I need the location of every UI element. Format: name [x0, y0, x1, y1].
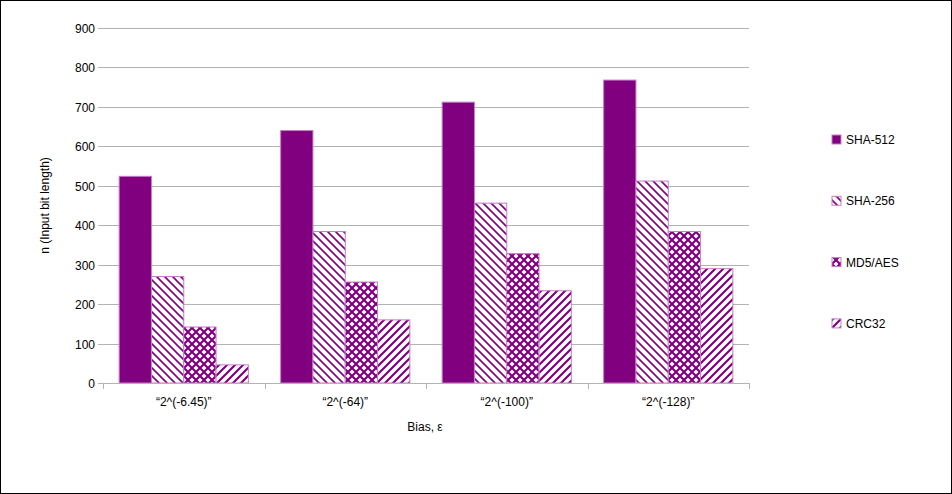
- bar: [119, 176, 151, 383]
- y-tick: [98, 304, 103, 305]
- bar: [281, 131, 313, 383]
- legend-label: SHA-256: [846, 194, 895, 208]
- x-tick: [103, 383, 104, 389]
- x-axis-title: Bias, ε: [407, 420, 443, 434]
- bar: [668, 232, 700, 383]
- legend-swatch: [832, 258, 841, 267]
- legend-label: SHA-512: [846, 133, 895, 147]
- y-tick-label: 700: [75, 101, 95, 115]
- y-tick: [98, 344, 103, 345]
- x-tick-label: “2^(-100)”: [481, 395, 533, 409]
- x-tick-label: “2^(-64)”: [322, 395, 368, 409]
- y-tick-label: 500: [75, 180, 95, 194]
- legend-label: CRC32: [846, 317, 886, 331]
- frame: [1, 1, 952, 494]
- legend-label: MD5/AES: [846, 256, 899, 270]
- y-tick-label: 100: [75, 338, 95, 352]
- grid-line: [103, 107, 749, 108]
- y-tick: [98, 225, 103, 226]
- bar: [474, 203, 506, 383]
- bar: [604, 80, 636, 383]
- chart: 0 100 200 300 400 500 600 700 800 900 “2^(-6.45)” “…: [0, 0, 952, 494]
- y-tick-label: 900: [75, 22, 95, 36]
- y-tick: [98, 383, 103, 384]
- bar: [701, 269, 733, 383]
- grid-line: [103, 67, 749, 68]
- y-tick-label: 300: [75, 259, 95, 273]
- y-tick-label: 800: [75, 61, 95, 75]
- bar: [184, 327, 216, 383]
- bar: [442, 102, 474, 383]
- bar: [507, 254, 539, 383]
- bar: [378, 320, 410, 383]
- bars: [119, 80, 733, 383]
- bar: [313, 232, 345, 383]
- bar: [636, 181, 668, 383]
- legend: SHA-512 SHA-256 MD5/AES CRC32: [832, 133, 899, 331]
- legend-swatch: [832, 319, 841, 328]
- bar: [216, 365, 248, 383]
- y-tick-label: 200: [75, 298, 95, 312]
- grid-line: [103, 146, 749, 147]
- y-tick: [98, 146, 103, 147]
- y-tick: [98, 107, 103, 108]
- legend-swatch: [832, 135, 841, 144]
- y-tick-label: 0: [88, 377, 95, 391]
- y-tick-label: 400: [75, 219, 95, 233]
- x-tick: [426, 383, 427, 389]
- y-tick-label: 600: [75, 140, 95, 154]
- legend-swatch: [832, 196, 841, 205]
- y-tick: [98, 186, 103, 187]
- y-axis-title: n (Input bit length): [38, 157, 52, 254]
- y-tick: [98, 265, 103, 266]
- x-tick: [265, 383, 266, 389]
- bar: [151, 277, 183, 384]
- x-tick-label: “2^(-6.45)”: [156, 395, 212, 409]
- x-tick: [749, 383, 750, 389]
- y-tick: [98, 67, 103, 68]
- bar: [539, 291, 571, 383]
- x-tick: [588, 383, 589, 389]
- bar: [345, 282, 377, 383]
- grid-line: [103, 28, 749, 29]
- x-tick-label: “2^(-128)”: [642, 395, 694, 409]
- y-tick: [98, 28, 103, 29]
